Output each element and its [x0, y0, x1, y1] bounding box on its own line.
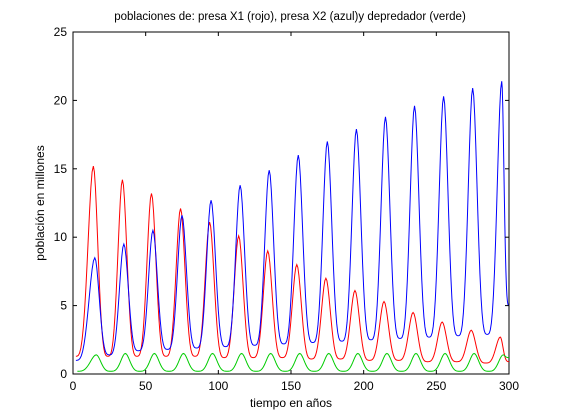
y-tick-label: 25	[54, 25, 68, 39]
y-tick-label: 0	[60, 367, 67, 381]
x-axis-label: tiempo en años	[250, 396, 332, 410]
series-layer	[75, 81, 510, 372]
x-tick-label: 300	[499, 379, 519, 393]
series-line-blue	[75, 81, 510, 361]
x-tick-label: 250	[426, 379, 446, 393]
y-tick-label: 10	[54, 230, 68, 244]
y-axis-label: población en millones	[33, 145, 47, 260]
series-line-red	[75, 165, 510, 364]
series-line-green	[77, 352, 509, 372]
chart-title: poblaciones de: presa X1 (rojo), presa X…	[114, 11, 466, 23]
x-tick-label: 200	[354, 379, 374, 393]
x-tick-label: 150	[281, 379, 301, 393]
y-tick-label: 15	[54, 162, 68, 176]
y-tick-label: 5	[60, 299, 67, 313]
x-tick-label: 0	[70, 379, 77, 393]
x-tick-label: 100	[208, 379, 228, 393]
ticks-layer: 0 50 100 150 200 250 300 0 5 10 15 20 25	[54, 25, 520, 393]
y-tick-label: 20	[54, 93, 68, 107]
x-tick-label: 50	[139, 379, 153, 393]
plot-area: 0 50 100 150 200 250 300 0 5 10 15 20 25	[54, 25, 520, 393]
